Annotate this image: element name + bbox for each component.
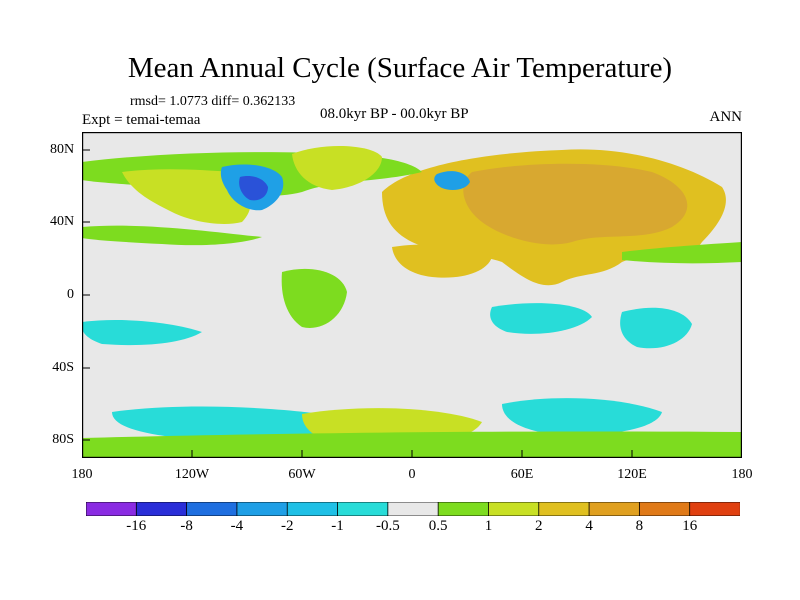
colorbar-swatch [689,502,740,516]
y-tick-label: 0 [67,287,74,302]
period-label: 08.0kyr BP - 00.0kyr BP [320,106,469,122]
x-tick-label: 60E [510,467,534,482]
anomaly-region-greenland [292,146,382,190]
colorbar-swatch [286,502,339,516]
tick-marks [82,149,633,458]
anomaly-region-pacific-north [622,242,742,264]
experiment-label: Expt = temai-temaa [82,112,201,128]
colorbar-swatch [638,502,691,516]
anomaly-region-pacific-south [82,320,202,346]
colorbar-label: -8 [180,518,193,534]
colorbar-label: 16 [682,518,698,534]
anomaly-region-indian-ocean [490,303,592,334]
y-tick-label: 40S [52,360,74,375]
colorbar-label: -2 [280,518,294,534]
colorbar-swatch [86,502,138,516]
colorbar [86,502,740,516]
colorbar-label: -0.5 [375,518,400,534]
colorbar-label: 2 [535,518,543,534]
colorbar-label: -1 [331,518,344,534]
anomaly-region-africa-north [392,244,492,278]
anomaly-region-scandinavia [434,171,470,190]
colorbar-label: 4 [585,518,593,534]
plot-title: Mean Annual Cycle (Surface Air Temperatu… [127,52,673,84]
colorbar-swatch [186,502,238,516]
colorbar-label: 0.5 [428,518,448,534]
anomaly-region-canada-deepcold [239,176,268,201]
colorbar-swatch [387,502,439,516]
y-tick-label: 80N [50,142,75,157]
colorbar-label: -16 [126,518,147,534]
y-tick-label: 40N [50,214,75,229]
colorbar-label: -4 [230,518,244,534]
anomaly-region-australia [620,307,692,349]
season-label: ANN [709,109,743,125]
anomaly-region-south-america [281,268,347,328]
x-tick-label: 180 [731,467,753,482]
colorbar-swatch [588,502,641,516]
x-tick-label: 120W [174,467,210,482]
colorbar-swatch [488,502,540,516]
anomaly-region-antarctica-edge [82,431,742,458]
x-tick-label: 60W [288,467,316,482]
colorbar-swatch [437,502,490,516]
x-tick-label: 180 [71,467,93,482]
colorbar-swatch [337,502,389,516]
colorbar-swatch [135,502,188,516]
anomaly-region-eurasia-core [463,163,688,245]
stats-annotation: rmsd= 1.0773 diff= 0.362133 [130,94,296,109]
anomaly-region-tropics-north [82,225,262,246]
colorbar-label: 8 [635,518,644,534]
colorbar-swatch [236,502,288,516]
x-tick-label: 0 [408,467,416,482]
x-tick-label: 120E [617,467,647,482]
colorbar-swatch [538,502,590,516]
anomaly-region-north-america [122,169,251,224]
y-tick-label: 80S [52,432,74,447]
anomaly-map [82,132,742,458]
anomaly-region-antarctica-east [502,398,662,436]
colorbar-label: 1 [484,518,493,534]
